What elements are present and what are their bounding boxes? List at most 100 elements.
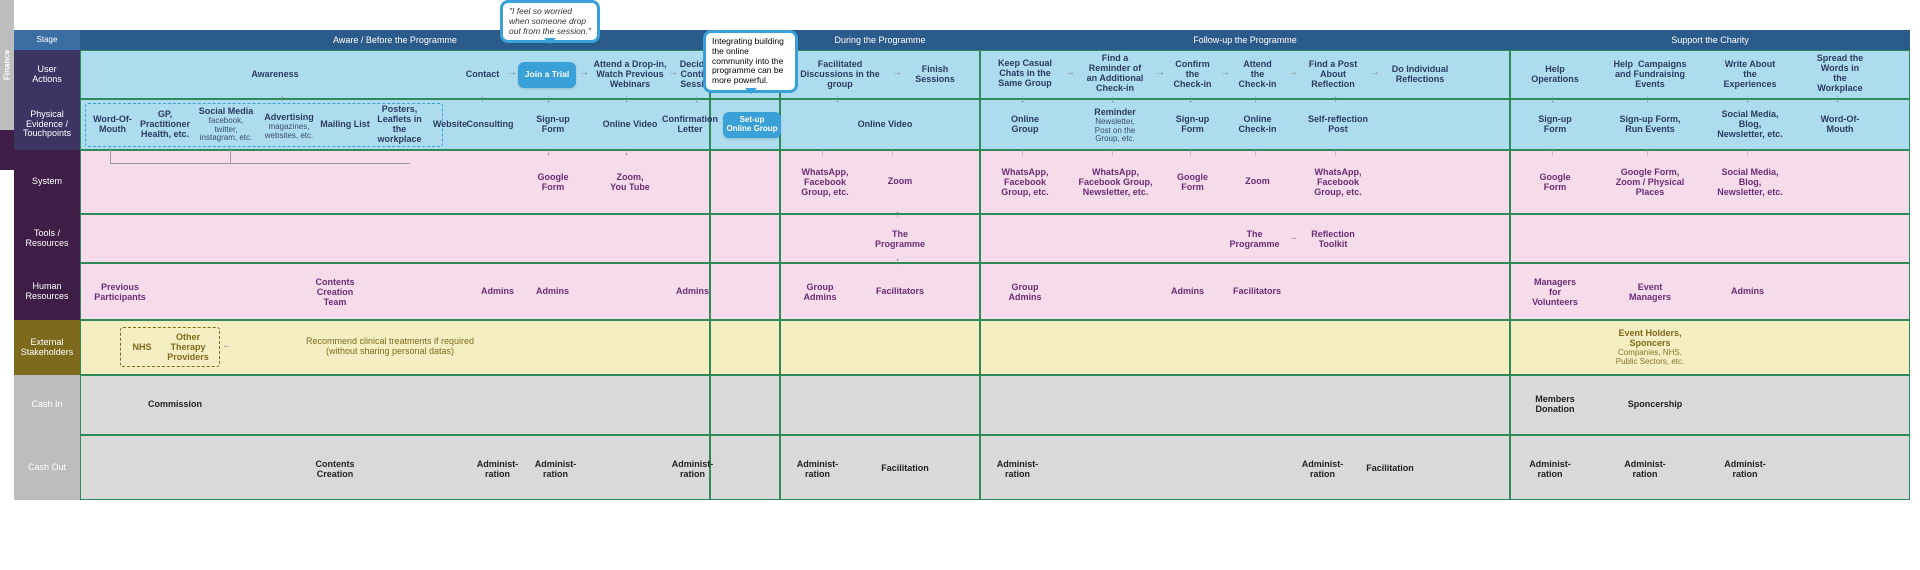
ev-video2: Online Video: [840, 110, 930, 140]
ev-posters: Posters, Leaflets in the workplace: [372, 102, 427, 148]
connector-dashbox: [110, 148, 410, 164]
ua-finish: Finish Sessions: [905, 58, 965, 92]
ua-disc: Facilitated Discussions in the group: [790, 55, 890, 95]
label-stage: Stage: [14, 30, 80, 50]
arrow-h4: →: [892, 67, 902, 78]
ext-holders: Event Holders, Sponcers Companies, NHS, …: [1590, 324, 1710, 372]
co-admin1: Administ- ration: [470, 455, 525, 485]
hr-fac2: Facilitators: [1222, 282, 1292, 302]
label-cashin: Cash In: [14, 375, 80, 435]
ev-smblog: Social Media, Blog, Newsletter, etc.: [1710, 104, 1790, 146]
ev-ad: Advertising magazines, websites, etc.: [258, 106, 320, 148]
bg-sys-g: [710, 150, 780, 214]
arrow-h7: →: [1220, 67, 1230, 78]
varrow-s11: ↑: [1645, 147, 1650, 158]
varrow-s9: ↑: [1333, 147, 1338, 158]
bg-hr-1: [80, 263, 710, 320]
varrow-4: ↓: [624, 94, 629, 105]
sys-zoom1: Zoom: [870, 172, 930, 192]
varrow-2: ↑: [480, 94, 485, 105]
ev-wom2: Word-Of- Mouth: [1800, 108, 1880, 142]
ci-commission: Commission: [120, 395, 230, 415]
varrow-s4: ↑: [890, 147, 895, 158]
bg-ex-g: [710, 320, 780, 375]
varrow-7: ↓: [1110, 94, 1115, 105]
varrow-5: ↓: [835, 94, 840, 105]
hr-evmgrs: Event Managers: [1610, 278, 1690, 308]
varrow-s1: ↓: [546, 147, 551, 158]
ev-gp: GP, Practitioner Health, etc.: [135, 104, 195, 146]
varrow-13: ↓: [1745, 94, 1750, 105]
bg-co-3: [980, 435, 1510, 500]
varrow-s6: ↑: [1110, 147, 1115, 158]
varrow-12: ↓: [1645, 94, 1650, 105]
sys-wfb3: WhatsApp, Facebook Group, etc.: [1298, 162, 1378, 204]
ev-srpost: Self-reflection Post: [1298, 108, 1378, 142]
varrow-s7: ↑: [1188, 147, 1193, 158]
stage-aware: Aware / Before the Programme: [80, 30, 710, 50]
varrow-s8: ↑: [1253, 147, 1258, 158]
ua-reminder: Find a Reminder of an Additional Check-i…: [1075, 50, 1155, 98]
arrow-h6: →: [1155, 67, 1165, 78]
co-admin6: Administ- ration: [1295, 455, 1350, 485]
co-admin4: Administ- ration: [790, 455, 845, 485]
hr-admins5: Admins: [1720, 282, 1775, 302]
co-fac1: Facilitation: [870, 459, 940, 479]
co-cc: Contents Creation: [300, 455, 370, 485]
ev-ogroup1: Online Group: [990, 108, 1060, 142]
ci-spon: Sponcership: [1615, 395, 1695, 415]
ev-consult: Consulting: [455, 110, 525, 140]
stage-support: Support the Charity: [1510, 30, 1910, 50]
label-tools: Tools / Resources: [14, 214, 80, 263]
varrow-s5: ↑: [1020, 147, 1025, 158]
varrow-6: ↓: [1020, 94, 1025, 105]
co-admin3: Administ- ration: [665, 455, 720, 485]
ua-join-trial[interactable]: Join a Trial: [518, 62, 576, 88]
varrow-t2: ↑: [895, 256, 900, 267]
label-system: System: [14, 150, 80, 214]
hr-admins4: Admins: [1160, 282, 1215, 302]
sys-gform1: Google Form: [528, 168, 578, 198]
arrow-h5: →: [1065, 67, 1075, 78]
bg-co-1: [80, 435, 710, 500]
label-evidence: Physical Evidence / Touchpoints: [14, 99, 80, 150]
ev-signuprun: Sign-up Form, Run Events: [1600, 108, 1700, 142]
ev-signup1: Sign-up Form: [528, 108, 578, 142]
varrow-14: ↓: [1835, 94, 1840, 105]
ua-dropin: Attend a Drop-in, Watch Previous Webinar…: [590, 55, 670, 95]
bubble-quote: "I feel so worried when someone drop out…: [500, 0, 600, 43]
bg-tl-g: [710, 214, 780, 263]
ua-confirm: Confirm the Check-in: [1165, 55, 1220, 95]
ev-setup[interactable]: Set-up Online Group: [723, 112, 781, 138]
ua-attend: Attend the Check-in: [1230, 55, 1285, 95]
sys-wfbn: WhatsApp, Facebook Group, Newsletter, et…: [1068, 162, 1163, 204]
ev-remnews: Reminder Newsletter, Post on the Group, …: [1075, 103, 1155, 149]
ua-campaigns: Help Campaigns and Fundraising Events: [1600, 55, 1700, 95]
sys-gform2: Google Form: [1165, 168, 1220, 198]
co-admin5: Administ- ration: [990, 455, 1045, 485]
varrow-8: ↓: [1188, 94, 1193, 105]
co-fac2: Facilitation: [1355, 459, 1425, 479]
co-admin9: Administ- ration: [1715, 455, 1775, 485]
hr-gadmins1: Group Admins: [790, 278, 850, 308]
arrow-h1: →: [507, 67, 517, 78]
ev-sm: Social Media facebook, twitter, instagra…: [192, 102, 260, 148]
varrow-3: ↓: [546, 94, 551, 105]
ua-awareness: Awareness: [80, 60, 470, 90]
arrow-tl: →: [1288, 232, 1298, 243]
co-admin2: Administ- ration: [528, 455, 583, 485]
bg-ci-3: [980, 375, 1510, 435]
ev-mail: Mailing List: [316, 110, 374, 140]
bg-ci-g: [710, 375, 780, 435]
ev-signup3: Sign-up Form: [1520, 108, 1590, 142]
ua-keep: Keep Casual Chats in the Same Group: [985, 54, 1065, 94]
arrow-ext-left: ←: [222, 340, 232, 351]
stage-during: During the Programme: [780, 30, 980, 50]
varrow-10: ↑: [1333, 94, 1338, 105]
label-user-actions: User Actions: [14, 50, 80, 99]
varrow-9: ↓: [1253, 94, 1258, 105]
hr-cct: Contents Creation Team: [300, 274, 370, 312]
varrow-11: ↓: [1550, 94, 1555, 105]
bg-co-g: [710, 435, 780, 500]
sys-gform3: Google Form: [1520, 168, 1590, 198]
